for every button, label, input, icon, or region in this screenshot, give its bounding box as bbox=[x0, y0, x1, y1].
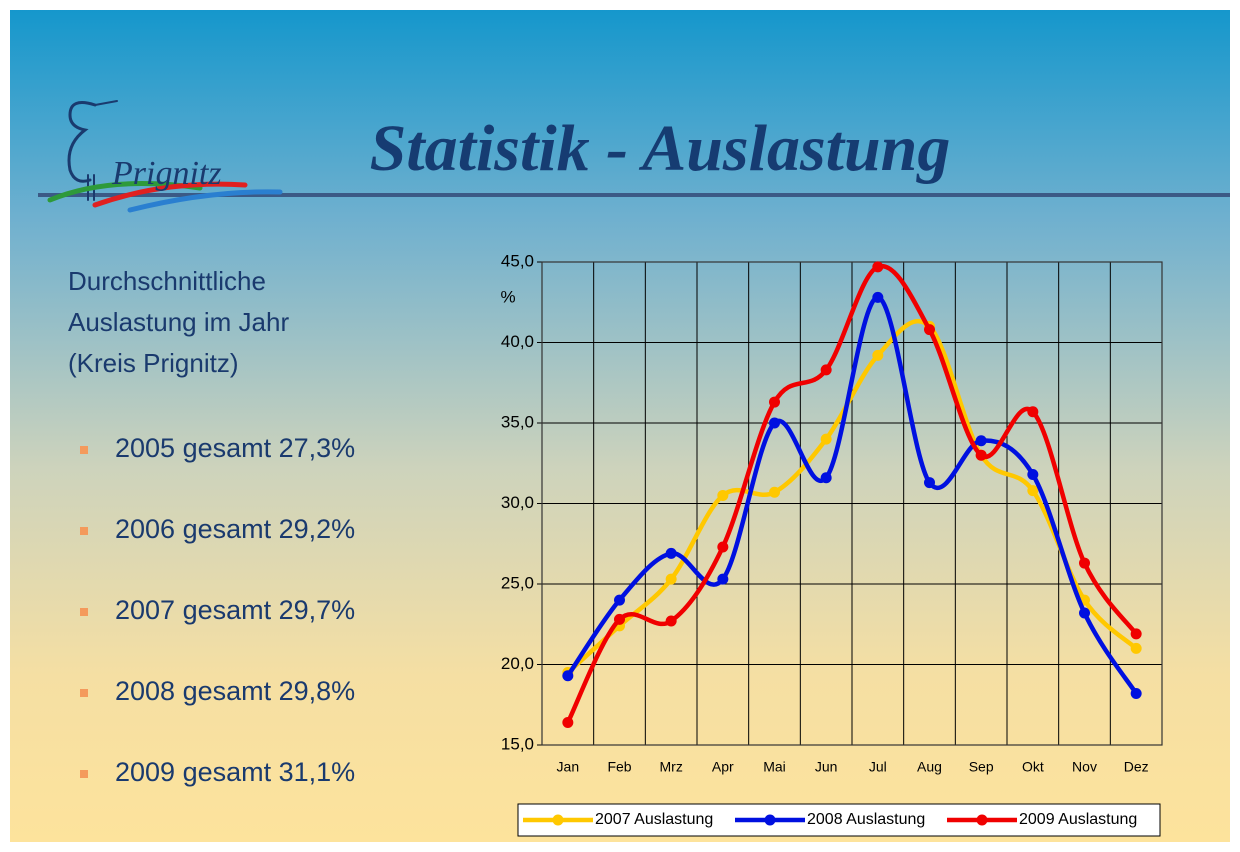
x-tick-label: Dez bbox=[1124, 759, 1149, 775]
y-tick-label: 40,0 bbox=[501, 332, 534, 351]
x-tick-label: Nov bbox=[1072, 759, 1097, 775]
x-tick-label: Okt bbox=[1022, 759, 1044, 775]
legend-label: 2007 Auslastung bbox=[595, 811, 713, 828]
y-tick-label: 35,0 bbox=[501, 412, 534, 431]
legend-box bbox=[517, 803, 1161, 837]
x-tick-label: Sep bbox=[969, 759, 994, 775]
bullet-text: 2009 gesamt 31,1% bbox=[115, 757, 355, 787]
data-point bbox=[665, 573, 677, 585]
data-point bbox=[769, 396, 780, 408]
x-tick-label: Mrz bbox=[660, 759, 683, 775]
data-point bbox=[562, 716, 574, 728]
bullet-marker bbox=[80, 446, 88, 454]
x-tick-label: Feb bbox=[607, 759, 631, 775]
legend-swatch-dot bbox=[764, 814, 776, 826]
data-point bbox=[924, 477, 935, 489]
bullet-marker bbox=[80, 770, 88, 778]
bullet-text: 2007 gesamt 29,7% bbox=[115, 595, 355, 625]
bullet-marker bbox=[80, 689, 88, 697]
data-point bbox=[924, 324, 935, 336]
data-point bbox=[717, 489, 729, 501]
data-point bbox=[1079, 557, 1090, 569]
data-point bbox=[872, 291, 884, 303]
data-point bbox=[1130, 687, 1142, 699]
bullet-text: 2008 gesamt 29,8% bbox=[115, 676, 355, 706]
logo-text: Prignitz bbox=[111, 155, 222, 192]
intro-line: Durchschnittliche bbox=[68, 266, 266, 296]
data-point bbox=[665, 547, 677, 559]
x-tick-label: Aug bbox=[917, 759, 942, 775]
data-point bbox=[769, 417, 780, 429]
slide-background bbox=[10, 10, 1230, 842]
data-point bbox=[975, 449, 987, 461]
slide-title: Statistik - Auslastung bbox=[370, 112, 951, 185]
data-point bbox=[717, 541, 729, 553]
data-point bbox=[1027, 469, 1039, 481]
y-tick-label: 45,0 bbox=[501, 251, 534, 270]
data-point bbox=[820, 433, 832, 445]
legend-label: 2009 Auslastung bbox=[1019, 811, 1137, 828]
data-point bbox=[1130, 642, 1142, 654]
data-point bbox=[872, 261, 884, 273]
bullet-marker bbox=[80, 527, 88, 535]
plot-frame bbox=[541, 261, 1163, 746]
data-point bbox=[820, 364, 832, 376]
legend-swatch-dot bbox=[552, 814, 564, 826]
data-point bbox=[717, 573, 729, 585]
legend-swatch-dot bbox=[976, 814, 988, 826]
logo bbox=[47, 100, 283, 213]
y-tick-label: 20,0 bbox=[501, 654, 534, 673]
data-point bbox=[769, 486, 780, 498]
data-point bbox=[1027, 485, 1039, 497]
y-tick-label: 30,0 bbox=[501, 493, 534, 512]
data-point bbox=[1027, 406, 1039, 418]
y-tick-label: 25,0 bbox=[501, 573, 534, 592]
data-point bbox=[1079, 607, 1090, 619]
data-point bbox=[562, 670, 574, 682]
data-point bbox=[1130, 628, 1142, 640]
data-point bbox=[665, 615, 677, 627]
data-point bbox=[872, 349, 884, 361]
data-point bbox=[975, 435, 987, 447]
bullet-text: 2006 gesamt 29,2% bbox=[115, 514, 355, 544]
intro-line: Auslastung im Jahr bbox=[68, 307, 289, 337]
data-point bbox=[614, 613, 625, 625]
legend-label: 2008 Auslastung bbox=[807, 811, 925, 828]
bullet-marker bbox=[80, 608, 88, 616]
intro-line: (Kreis Prignitz) bbox=[68, 348, 238, 378]
x-tick-label: Jun bbox=[815, 759, 838, 775]
x-tick-label: Jul bbox=[869, 759, 887, 775]
x-tick-label: Apr bbox=[712, 759, 734, 775]
x-tick-label: Mai bbox=[763, 759, 786, 775]
bullet-text: 2005 gesamt 27,3% bbox=[115, 433, 355, 463]
data-point bbox=[614, 594, 625, 606]
y-tick-label: 15,0 bbox=[501, 734, 534, 753]
series-line bbox=[565, 295, 1139, 695]
y-axis-label: % bbox=[500, 287, 515, 306]
x-tick-label: Jan bbox=[557, 759, 580, 775]
data-point bbox=[820, 472, 832, 484]
